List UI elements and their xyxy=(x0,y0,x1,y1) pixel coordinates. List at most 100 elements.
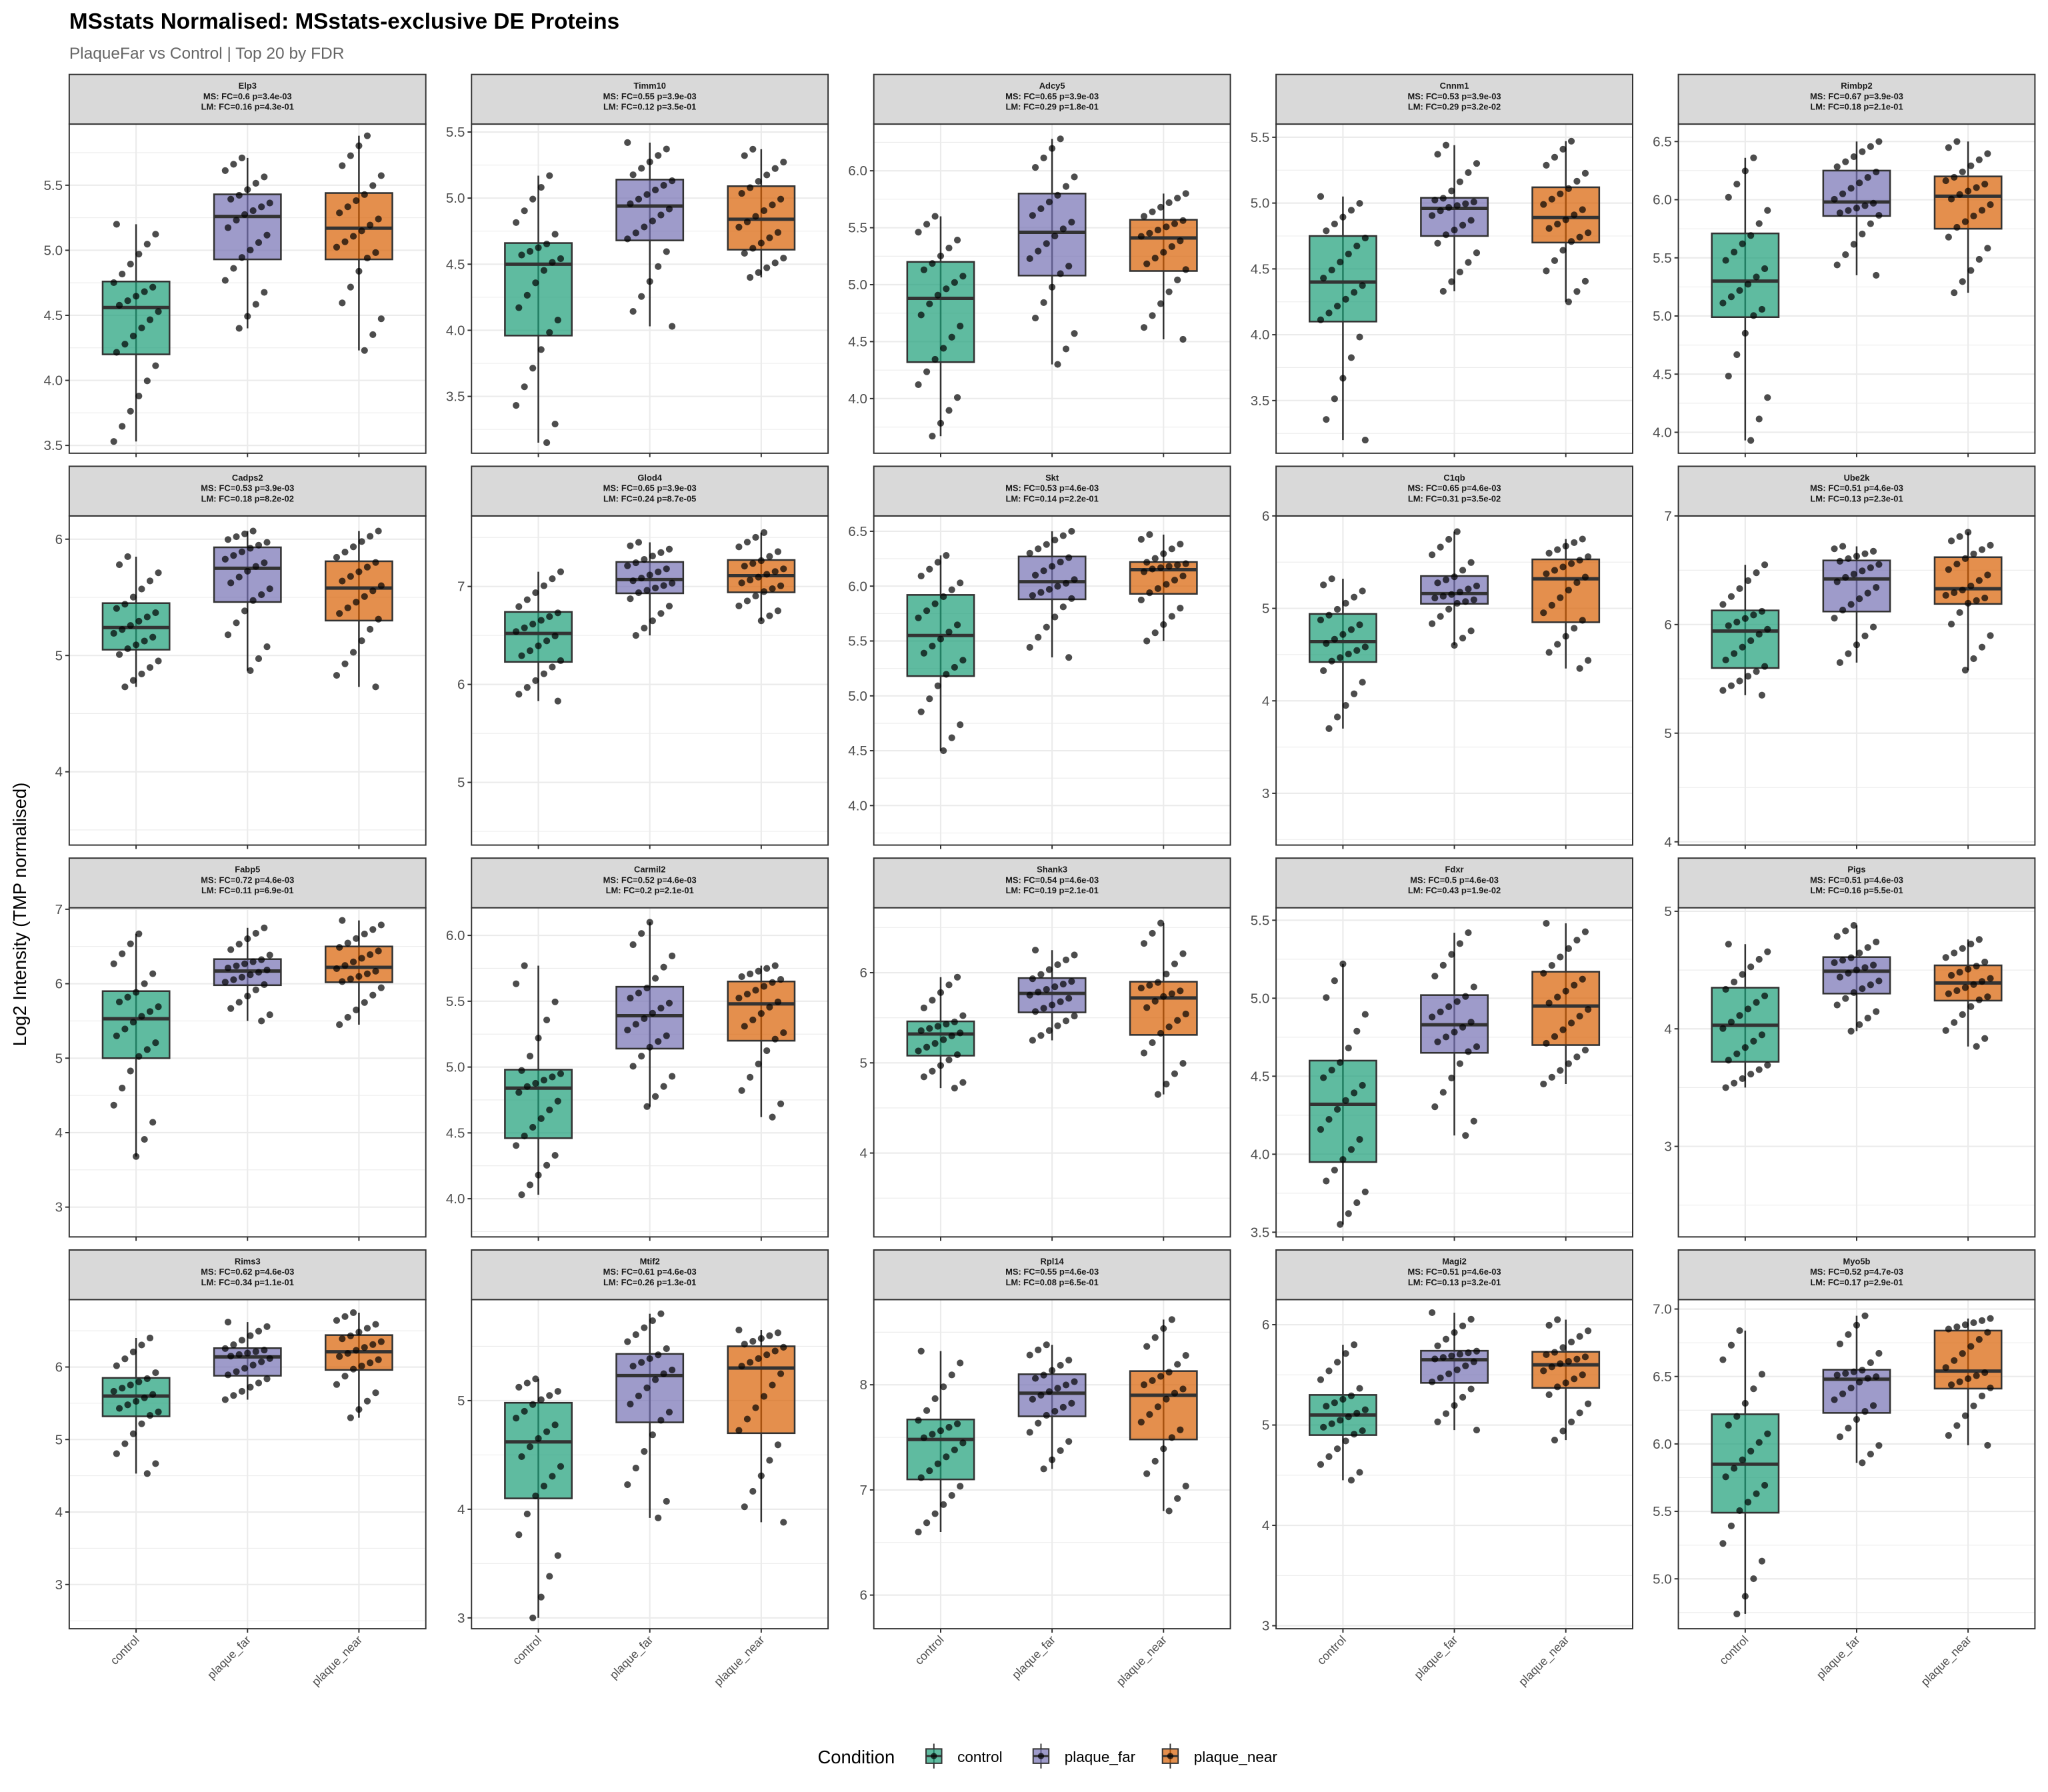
data-point xyxy=(926,695,933,703)
data-point xyxy=(551,1151,559,1159)
data-point xyxy=(657,1417,665,1424)
y-tick-label: 5 xyxy=(1262,601,1269,617)
strip-label-lm: LM: FC=0.11 p=6.9e-01 xyxy=(201,885,294,895)
y-tick-label: 8 xyxy=(859,1377,867,1393)
data-point xyxy=(1439,593,1447,600)
data-point xyxy=(1736,677,1743,685)
data-point xyxy=(1026,1429,1033,1436)
data-point xyxy=(238,1337,246,1344)
data-point xyxy=(1959,1011,1966,1018)
data-point xyxy=(627,542,634,549)
data-point xyxy=(943,1021,950,1028)
data-point xyxy=(1057,1361,1064,1369)
data-point xyxy=(1062,579,1070,587)
data-point xyxy=(1845,969,1852,977)
strip-background xyxy=(68,465,427,517)
data-point xyxy=(660,963,667,971)
data-point xyxy=(777,976,785,983)
data-point xyxy=(1154,585,1162,592)
data-point xyxy=(124,1401,131,1409)
data-point xyxy=(1345,650,1352,658)
data-point xyxy=(1836,557,1844,565)
box-plaque_far xyxy=(1017,527,1087,661)
y-tick-label: 4 xyxy=(55,1505,63,1520)
data-point xyxy=(1429,1013,1436,1021)
data-point xyxy=(537,1593,545,1601)
data-point xyxy=(1456,588,1464,596)
strip-label-ms: MS: FC=0.55 p=3.9e-03 xyxy=(603,91,697,101)
box-control xyxy=(101,930,171,1160)
data-point xyxy=(1031,164,1039,171)
data-point xyxy=(1864,1015,1871,1022)
data-point xyxy=(738,189,745,197)
data-point xyxy=(375,215,382,223)
box-iqr xyxy=(1822,1369,1891,1414)
data-point xyxy=(665,545,673,553)
data-point xyxy=(643,191,651,198)
data-point xyxy=(344,1013,351,1021)
data-point xyxy=(1465,1349,1472,1357)
data-point xyxy=(1873,1008,1880,1015)
data-point xyxy=(669,1073,676,1080)
data-point xyxy=(1557,594,1564,601)
data-point xyxy=(651,1376,659,1383)
data-point xyxy=(233,1368,240,1375)
data-point xyxy=(247,667,254,674)
data-point xyxy=(1068,219,1075,226)
box-plaque_far xyxy=(213,1319,282,1403)
data-point xyxy=(926,1025,933,1032)
data-point xyxy=(241,960,249,967)
data-point xyxy=(1470,1117,1477,1125)
data-point xyxy=(923,368,931,375)
data-point xyxy=(1864,1375,1871,1382)
data-point xyxy=(766,1003,773,1011)
data-point xyxy=(1875,138,1883,145)
data-point xyxy=(1431,973,1439,980)
box-plaque_far xyxy=(1420,929,1489,1139)
box-plaque_far xyxy=(615,139,685,330)
data-point xyxy=(923,1043,931,1051)
data-point xyxy=(1970,655,1977,663)
data-point xyxy=(361,930,368,938)
data-point xyxy=(1984,993,1991,1001)
data-point xyxy=(1140,940,1148,947)
data-point xyxy=(649,1431,656,1439)
data-point xyxy=(1068,978,1075,985)
data-point xyxy=(1967,267,1975,274)
strip-label-lm: LM: FC=0.16 p=5.5e-01 xyxy=(1810,885,1903,895)
data-point xyxy=(1755,1066,1763,1073)
data-point xyxy=(1978,546,1986,553)
data-point xyxy=(1143,1004,1151,1011)
data-point xyxy=(230,976,237,983)
data-point xyxy=(110,1101,117,1109)
data-point xyxy=(1551,153,1559,161)
data-point xyxy=(1839,1390,1847,1397)
data-point xyxy=(1442,576,1450,583)
data-point xyxy=(957,1483,964,1490)
data-point xyxy=(948,734,955,741)
box-plaque_far xyxy=(615,1310,685,1521)
data-point xyxy=(1961,218,1969,225)
strip-label-lm: LM: FC=0.19 p=2.1e-01 xyxy=(1005,885,1098,895)
data-point xyxy=(333,965,341,973)
y-tick-label: 5.0 xyxy=(446,191,465,206)
y-tick-label: 6 xyxy=(55,1360,63,1375)
data-point xyxy=(341,238,349,245)
data-point xyxy=(1956,533,1963,540)
data-point xyxy=(261,1346,268,1354)
data-point xyxy=(929,1067,936,1075)
data-point xyxy=(238,548,246,555)
data-point xyxy=(1429,620,1436,627)
data-point xyxy=(1429,1309,1436,1317)
data-point xyxy=(1182,190,1189,197)
box-plaque_near xyxy=(727,529,796,625)
data-point xyxy=(1545,1391,1553,1399)
data-point xyxy=(641,556,648,563)
data-point xyxy=(224,631,232,639)
data-point xyxy=(1453,1366,1461,1373)
y-tick-label: 5.0 xyxy=(848,277,867,293)
data-point xyxy=(1540,969,1547,977)
box-plaque_near xyxy=(324,1309,393,1421)
data-point xyxy=(557,568,565,575)
